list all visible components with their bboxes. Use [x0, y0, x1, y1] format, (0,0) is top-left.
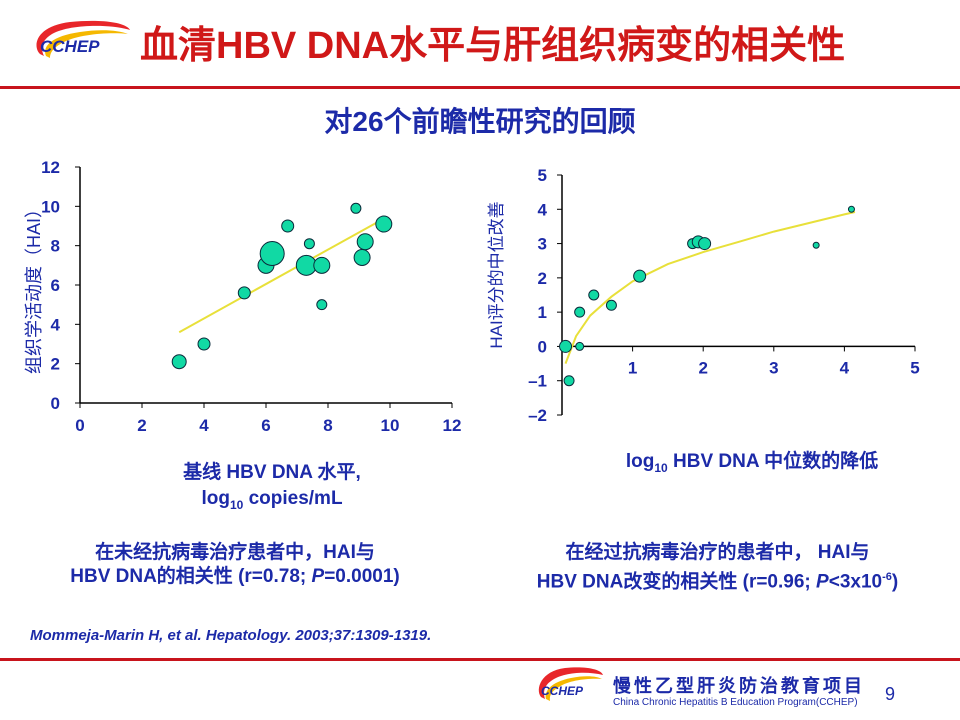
footer-project-cn: 慢性乙型肝炎防治教育项目 [613, 676, 865, 696]
left-chart-data-point [316, 299, 328, 311]
left-chart-x-tick-label: 4 [199, 416, 209, 435]
left-chart-y-tick-label: 4 [51, 315, 61, 334]
footer-logo: CCHEP [538, 667, 603, 701]
right-chart-data-point [563, 375, 575, 387]
right-chart-data-point [812, 241, 820, 249]
left-chart-data-point [350, 202, 362, 214]
right-chart-data-point [559, 339, 573, 353]
right-chart-data-point [633, 269, 647, 283]
left-caption: 在未经抗病毒治疗患者中，HAI与 HBV DNA的相关性 (r=0.78; P=… [10, 541, 460, 589]
right-chart-y-tick-label: 1 [538, 303, 547, 322]
right-chart-y-axis-label: HAI评分的中位改善 [487, 201, 506, 348]
footer-logo-swoosh-icon [538, 667, 603, 699]
left-chart-x-tick-label: 12 [443, 416, 462, 435]
left-chart-data-point [375, 215, 393, 233]
right-chart-y-tick-label: 0 [538, 337, 547, 356]
right-chart-y-tick-label: 2 [538, 269, 547, 288]
right-chart-y-tick-label: –1 [528, 372, 547, 391]
left-chart-data-point [313, 256, 331, 274]
left-chart-data-point [353, 248, 371, 266]
right-chart-data-point [605, 299, 617, 311]
left-chart-y-tick-label: 6 [51, 276, 60, 295]
left-chart-x-tick-label: 0 [75, 416, 84, 435]
footer-rule [0, 658, 960, 661]
right-chart-x-tick-label: 1 [628, 358, 637, 377]
right-chart-x-tick-label: 2 [698, 358, 707, 377]
reference-citation: Mommeja-Marin H, et al. Hepatology. 2003… [30, 627, 432, 644]
left-chart-data-point [281, 219, 295, 233]
right-chart-y-tick-label: –2 [528, 406, 547, 425]
left-chart-y-tick-label: 8 [51, 237, 60, 256]
left-caption-line2: HBV DNA的相关性 (r=0.78; P=0.0001) [70, 566, 400, 587]
footer-project-en: China Chronic Hepatitis B Education Prog… [613, 697, 858, 708]
left-chart-data-point [237, 286, 251, 300]
right-caption-line2: HBV DNA改变的相关性 (r=0.96; P<3x10-6) [536, 571, 899, 593]
left-chart-data-point [197, 337, 211, 351]
right-chart-data-point [847, 205, 855, 213]
left-chart-data-point [259, 241, 285, 267]
page-subtitle: 对26个前瞻性研究的回顾 [324, 106, 636, 137]
right-chart-x-tick-label: 4 [840, 358, 850, 377]
right-chart-y-tick-label: 3 [538, 235, 547, 254]
header-logo-text: CCHEP [40, 37, 100, 56]
header-logo: CCHEP [36, 20, 130, 58]
right-chart-trend-curve [564, 211, 856, 364]
right-chart-y-tick-label: 5 [538, 166, 547, 185]
right-chart-data-point [588, 289, 600, 301]
right-caption-line1: 在经过抗病毒治疗的患者中， HAI与 [565, 542, 870, 563]
right-chart-y-tick-label: 4 [538, 200, 548, 219]
logo-swoosh-highlight-icon [45, 30, 128, 58]
left-chart: 组织学活动度（HAI） 基线 HBV DNA 水平, log10 copies/… [24, 158, 462, 512]
left-chart-x-tick-label: 6 [261, 416, 270, 435]
right-chart: HAI评分的中位改善 log10 HBV DNA 中位数的降低 1 2 3 4 5 –2 –… [487, 166, 920, 475]
left-chart-trend-line [178, 221, 379, 334]
left-chart-y-tick-label: 2 [51, 355, 60, 374]
left-chart-y-tick-label: 10 [41, 197, 60, 216]
page-number: 9 [885, 684, 896, 704]
left-chart-x-tick-label: 2 [137, 416, 146, 435]
right-chart-data-point [574, 306, 586, 318]
left-chart-data-point [356, 233, 374, 251]
right-chart-data-point [698, 237, 712, 251]
footer-logo-text: CCHEP [541, 684, 584, 698]
footer-logo-swoosh-highlight-icon [545, 676, 602, 701]
left-chart-y-tick-label: 0 [51, 394, 60, 413]
right-chart-data-point [575, 341, 585, 351]
left-caption-line1: 在未经抗病毒治疗患者中，HAI与 [95, 542, 375, 563]
right-chart-x-tick-label: 3 [769, 358, 778, 377]
left-chart-x-tick-label: 8 [323, 416, 332, 435]
left-chart-data-point [303, 238, 315, 250]
page-title: 血清HBV DNA水平与肝组织病变的相关性 [140, 25, 846, 67]
left-chart-x-axis-label-line1: 基线 HBV DNA 水平, [182, 460, 361, 483]
left-chart-x-axis-label-line2: log10 copies/mL [201, 488, 343, 512]
right-chart-x-tick-label: 5 [910, 358, 919, 377]
logo-swoosh-icon [36, 20, 130, 57]
header-rule [0, 86, 960, 89]
left-chart-y-axis-label: 组织学活动度（HAI） [24, 200, 44, 374]
left-chart-x-tick-label: 10 [381, 416, 400, 435]
right-caption: 在经过抗病毒治疗的患者中， HAI与 HBV DNA改变的相关性 (r=0.96… [480, 541, 955, 594]
left-chart-data-point [171, 354, 187, 370]
right-chart-x-axis-label: log10 HBV DNA 中位数的降低 [626, 449, 878, 475]
left-chart-y-tick-label: 12 [41, 158, 60, 177]
